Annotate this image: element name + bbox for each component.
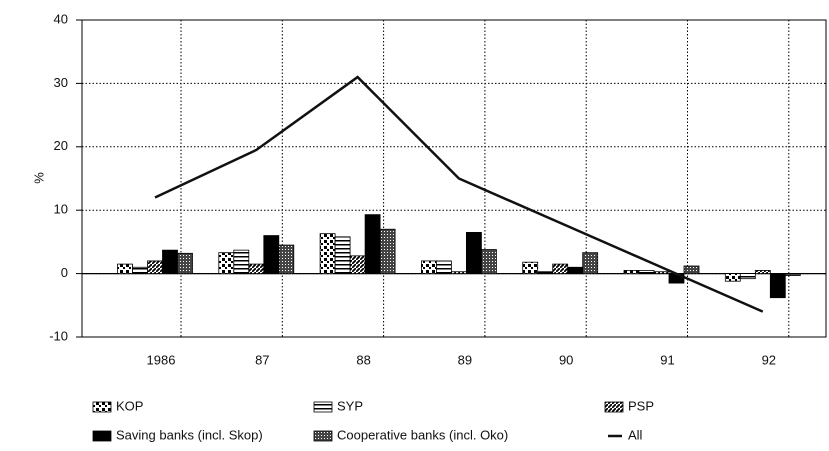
bar	[567, 266, 584, 275]
bar	[623, 270, 640, 274]
y-tick-label: 30	[54, 75, 68, 90]
bar	[450, 271, 467, 274]
bar	[653, 271, 670, 274]
y-tick-label: 10	[54, 202, 68, 217]
bar	[739, 273, 756, 280]
bar	[233, 249, 250, 274]
legend-label: PSP	[628, 398, 654, 413]
bar	[218, 252, 235, 274]
bar	[638, 270, 655, 274]
y-tick-label: 0	[61, 265, 68, 280]
bar	[420, 260, 437, 275]
bar	[132, 266, 148, 275]
bar	[552, 263, 569, 274]
bar	[522, 261, 539, 274]
x-tick-label: 91	[660, 352, 674, 367]
y-tick-label: 40	[54, 11, 68, 26]
legend-label: Cooperative banks (incl. Oko)	[337, 427, 508, 442]
x-tick-label: 89	[458, 352, 472, 367]
bar	[784, 273, 801, 276]
bar	[117, 263, 133, 274]
bar	[724, 273, 741, 282]
bar	[349, 255, 366, 275]
y-tick-label: -10	[49, 328, 68, 343]
bar	[465, 231, 482, 274]
bar	[364, 214, 381, 275]
legend-swatch	[92, 401, 112, 413]
line-all	[154, 75, 764, 313]
bar	[582, 252, 599, 274]
legend-label: Saving banks (incl. Skop)	[116, 427, 263, 442]
bar	[248, 263, 265, 274]
bar	[379, 228, 396, 275]
bar	[278, 244, 295, 275]
x-tick-label: 87	[255, 352, 269, 367]
legend-swatch	[313, 430, 333, 442]
bar	[480, 249, 497, 274]
bar	[177, 252, 193, 274]
bar	[147, 260, 163, 275]
bar	[263, 235, 280, 274]
x-tick-label: 88	[356, 352, 370, 367]
legend-label: All	[628, 427, 643, 442]
y-tick-label: 20	[54, 138, 68, 153]
legend-label: KOP	[116, 398, 143, 413]
legend-label: SYP	[337, 398, 363, 413]
bar	[754, 270, 771, 274]
legend-swatch	[92, 430, 112, 442]
legend-swatch	[313, 401, 333, 413]
bar	[319, 233, 336, 275]
bar	[683, 265, 700, 275]
x-tick-label: 90	[559, 352, 573, 367]
bar	[769, 273, 786, 299]
bar	[162, 249, 178, 274]
bar	[334, 236, 351, 275]
y-axis-label: %	[31, 172, 46, 184]
legend-swatch	[604, 401, 624, 413]
bar	[435, 260, 452, 275]
x-tick-label: 92	[762, 352, 776, 367]
bar	[537, 271, 554, 274]
x-tick-label: 1986	[147, 352, 176, 367]
